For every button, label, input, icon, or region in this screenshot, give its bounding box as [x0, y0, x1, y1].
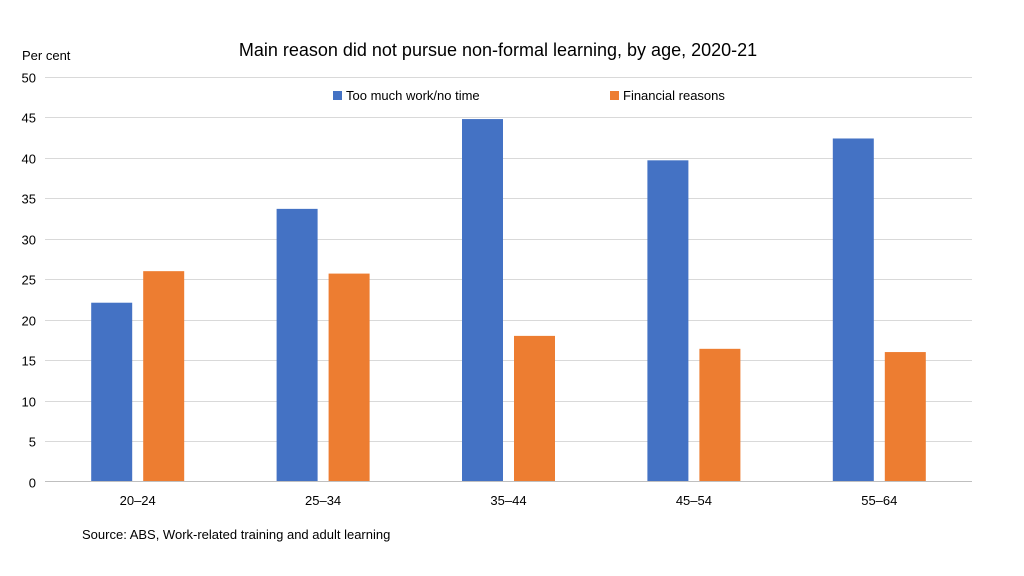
bar-financial-reasons: [143, 271, 185, 482]
bars: [91, 119, 926, 482]
y-tick-label: 35: [22, 192, 36, 207]
bar-too-much-work: [647, 160, 689, 482]
y-tick-label: 15: [22, 354, 36, 369]
bar-financial-reasons: [699, 348, 741, 482]
y-tick-label: 30: [22, 233, 36, 248]
legend-swatch: [610, 91, 619, 100]
y-tick-label: 45: [22, 111, 36, 126]
y-tick-label: 40: [22, 152, 36, 167]
bar-too-much-work: [91, 302, 133, 482]
gridlines: [45, 77, 972, 442]
x-tick-label: 25–34: [305, 493, 341, 508]
legend-label: Too much work/no time: [346, 88, 480, 103]
y-tick-label: 5: [29, 435, 36, 450]
bar-too-much-work: [276, 208, 318, 482]
x-tick-label: 20–24: [120, 493, 156, 508]
bar-too-much-work: [462, 119, 503, 482]
y-tick-label: 10: [22, 395, 36, 410]
bar-financial-reasons: [884, 352, 926, 482]
chart-title: Main reason did not pursue non-formal le…: [239, 40, 757, 60]
y-axis-label: Per cent: [22, 48, 71, 63]
bar-financial-reasons: [514, 335, 555, 482]
y-axis-ticks: 0 5 10 15 20 25 30 35 40 45 50: [22, 71, 36, 491]
legend: Too much work/no time Financial reasons: [333, 88, 725, 103]
y-tick-label: 0: [29, 476, 36, 491]
y-tick-label: 20: [22, 314, 36, 329]
legend-swatch: [333, 91, 342, 100]
bar-too-much-work: [832, 138, 874, 482]
source-note: Source: ABS, Work-related training and a…: [82, 527, 390, 542]
x-tick-label: 55–64: [861, 493, 897, 508]
x-axis-ticks: 20–24 25–34 35–44 45–54 55–64: [120, 493, 898, 508]
bar-financial-reasons: [328, 273, 370, 482]
x-tick-label: 35–44: [490, 493, 526, 508]
legend-label: Financial reasons: [623, 88, 725, 103]
x-tick-label: 45–54: [676, 493, 712, 508]
y-tick-label: 50: [22, 71, 36, 86]
y-tick-label: 25: [22, 273, 36, 288]
